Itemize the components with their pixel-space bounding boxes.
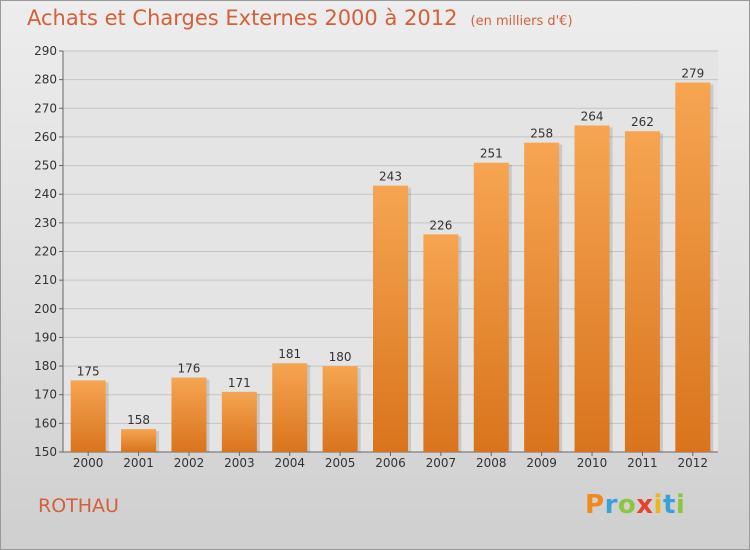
x-tick-label-2000: 2000 xyxy=(73,456,104,470)
y-tick-label-220: 220 xyxy=(34,245,57,259)
logo-letter: P xyxy=(585,490,605,520)
bar-2002 xyxy=(171,377,207,452)
bar-2005 xyxy=(322,366,358,452)
logo-letter: x xyxy=(636,490,654,520)
bar-2004 xyxy=(272,363,308,452)
value-label-2012: 279 xyxy=(681,67,704,81)
x-tick-label-2012: 2012 xyxy=(678,456,709,470)
value-label-2002: 176 xyxy=(178,362,201,376)
x-tick-label-2001: 2001 xyxy=(123,456,154,470)
logo-letter: o xyxy=(617,490,637,520)
logo-letter: i xyxy=(653,490,663,520)
x-tick-label-2004: 2004 xyxy=(274,456,305,470)
bar-2007 xyxy=(423,234,459,452)
bar-2011 xyxy=(624,131,660,452)
y-tick-label-180: 180 xyxy=(34,359,57,373)
y-tick-label-230: 230 xyxy=(34,216,57,230)
bar-2009 xyxy=(524,142,560,452)
x-tick-label-2010: 2010 xyxy=(577,456,608,470)
y-tick-label-270: 270 xyxy=(34,101,57,115)
y-tick-label-170: 170 xyxy=(34,388,57,402)
bar-2012 xyxy=(675,82,711,452)
bar-2008 xyxy=(473,162,509,452)
commune-name: ROTHAU xyxy=(38,495,119,517)
y-tick-label-150: 150 xyxy=(34,445,57,459)
proxiti-logo[interactable]: Proxiti xyxy=(585,490,685,520)
bar-2006 xyxy=(373,185,408,452)
y-tick-label-240: 240 xyxy=(34,187,57,201)
bar-2010 xyxy=(574,125,610,452)
y-tick-label-280: 280 xyxy=(34,73,57,87)
y-tick-label-250: 250 xyxy=(34,159,57,173)
value-label-2001: 158 xyxy=(127,413,150,427)
x-tick-label-2011: 2011 xyxy=(627,456,658,470)
value-label-2006: 243 xyxy=(379,170,402,184)
value-label-2005: 180 xyxy=(329,350,352,364)
y-tick-label-160: 160 xyxy=(34,416,57,430)
value-label-2009: 258 xyxy=(530,127,553,141)
y-tick-label-190: 190 xyxy=(34,330,57,344)
x-tick-label-2002: 2002 xyxy=(174,456,205,470)
chart-title: Achats et Charges Externes 2000 à 2012 xyxy=(27,6,458,30)
x-tick-label-2005: 2005 xyxy=(325,456,356,470)
y-tick-label-200: 200 xyxy=(34,302,57,316)
value-label-2008: 251 xyxy=(480,147,503,161)
value-label-2000: 175 xyxy=(77,364,100,378)
x-tick-label-2008: 2008 xyxy=(476,456,507,470)
value-label-2003: 171 xyxy=(228,376,251,390)
x-tick-label-2009: 2009 xyxy=(526,456,557,470)
logo-letter: i xyxy=(675,490,686,520)
logo-letter: r xyxy=(604,490,618,520)
y-tick-label-260: 260 xyxy=(34,130,57,144)
value-label-2011: 262 xyxy=(631,115,654,129)
value-label-2010: 264 xyxy=(581,109,604,123)
x-tick-label-2007: 2007 xyxy=(426,456,457,470)
bar-2003 xyxy=(221,391,257,452)
chart-unit: (en milliers d'€) xyxy=(470,14,573,29)
bar-2000 xyxy=(70,380,106,452)
x-tick-label-2003: 2003 xyxy=(224,456,255,470)
value-label-2004: 181 xyxy=(278,347,301,361)
value-label-2007: 226 xyxy=(429,218,452,232)
title-row: Achats et Charges Externes 2000 à 2012 (… xyxy=(27,6,573,30)
y-tick-label-210: 210 xyxy=(34,273,57,287)
logo-letter: t xyxy=(662,490,676,520)
y-tick-label-290: 290 xyxy=(34,44,57,58)
x-tick-label-2006: 2006 xyxy=(375,456,406,470)
plot-area: 150 160 170 180 190 200 210 220 230 240 250 260 270 2… xyxy=(34,44,718,470)
bar-2001 xyxy=(121,429,157,452)
